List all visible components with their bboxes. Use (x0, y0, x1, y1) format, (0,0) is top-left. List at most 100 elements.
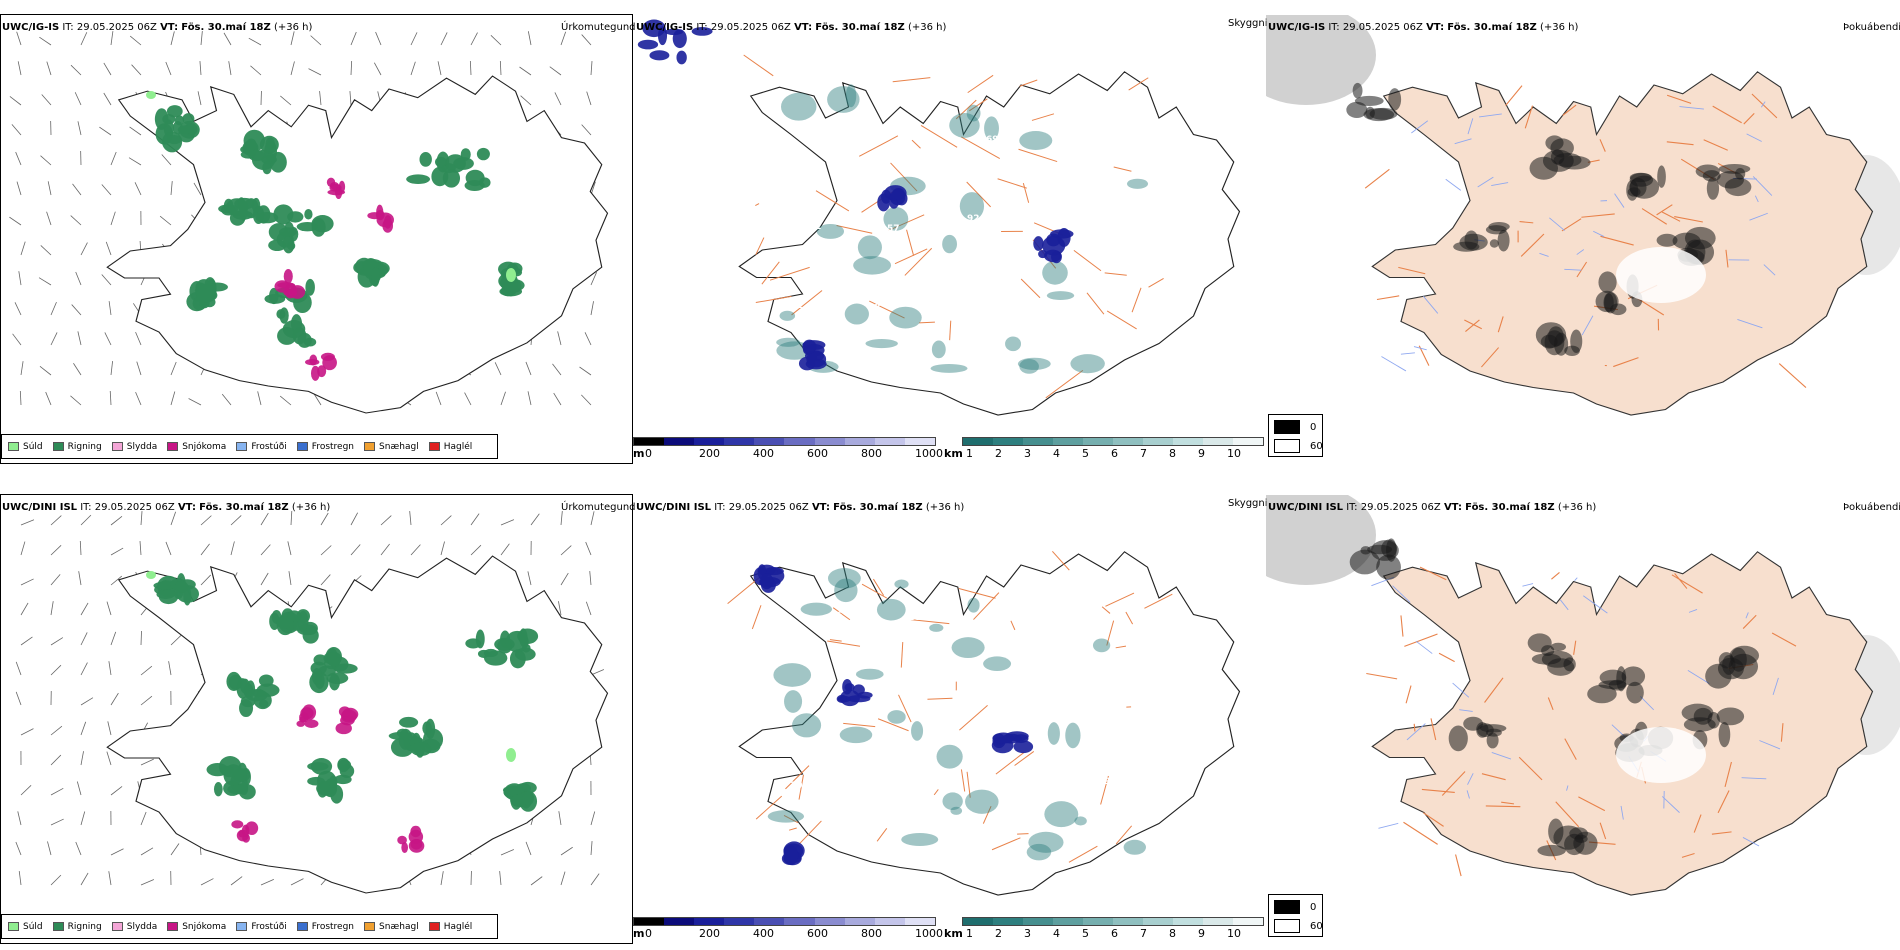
wind-barb (320, 512, 329, 526)
road (969, 98, 988, 112)
wind-barb (320, 574, 331, 586)
legend-item: Frostregn (296, 442, 354, 452)
low-visibility-area (865, 338, 898, 349)
fog-area (1729, 645, 1760, 666)
low-visibility-area (983, 656, 1012, 672)
colorbar-segment (1053, 438, 1083, 445)
fog-area (1346, 101, 1368, 118)
wind-barb (80, 751, 84, 766)
low-visibility-area (911, 721, 924, 741)
river (1392, 585, 1411, 603)
panel-title-visibility: Skyggni (1228, 498, 1268, 509)
ceiling-value-label: 53 (868, 783, 881, 793)
fog-area (1707, 712, 1720, 729)
wind-barb (200, 515, 212, 526)
it-value: 29.05.2025 06Z (94, 502, 175, 513)
rain-area (302, 627, 319, 644)
rain-area (251, 197, 261, 213)
road (906, 229, 915, 256)
road (888, 214, 925, 232)
road (755, 295, 792, 304)
wind-barb (140, 695, 153, 706)
wind-barb (199, 61, 202, 76)
fog-area (1657, 165, 1666, 188)
visibility-value-label: 2 (923, 298, 929, 308)
wind-barb (140, 665, 153, 676)
wind-barb (75, 841, 82, 856)
colorbar-tick-label: 8 (1169, 447, 1176, 460)
rain-area (240, 678, 251, 694)
low-visibility-area (965, 789, 999, 814)
wind-barb (50, 332, 58, 346)
wind-barb (9, 96, 22, 106)
wind-barb (79, 540, 82, 556)
road (1551, 572, 1560, 580)
river (1763, 264, 1776, 276)
legend-label: Slydda (126, 921, 158, 932)
legend-item: Haglél (428, 442, 472, 452)
rain-area (325, 646, 342, 667)
fog-area (1656, 233, 1678, 247)
wind-barb (70, 64, 82, 76)
river (1737, 319, 1763, 329)
wind-barb (558, 601, 562, 616)
wind-barb (72, 183, 82, 196)
colorbar-tick-label: 10 (1227, 927, 1241, 940)
road (743, 54, 774, 77)
wind-barb (554, 92, 562, 106)
fog-area (1388, 88, 1402, 111)
road (904, 247, 933, 276)
rain-area (276, 309, 286, 319)
fog-key-dark-label: 0 (1310, 421, 1317, 433)
wind-barb (15, 151, 22, 166)
fog-map-top (1266, 15, 1900, 435)
colorbar-tick-label: 0 (645, 927, 652, 940)
river (1566, 785, 1569, 791)
lead-time: (+36 h) (907, 22, 947, 33)
river (1576, 249, 1585, 255)
wind-barb (46, 61, 52, 76)
rain-area (465, 169, 485, 187)
legend-item: Súld (8, 922, 43, 932)
wind-barb (40, 155, 52, 166)
road (1501, 801, 1515, 805)
wind-barb (106, 751, 112, 766)
rain-area (313, 654, 327, 666)
wind-barb (494, 362, 502, 376)
wind-barb (525, 841, 532, 856)
wind-barb (500, 543, 510, 556)
colorbar-tick-label: 5 (1082, 927, 1089, 940)
snow-area (410, 839, 423, 850)
wind-barb (110, 516, 123, 526)
ceiling-value-label: 54 (908, 133, 921, 143)
legend-swatch (296, 922, 308, 931)
rain-area (182, 113, 195, 125)
low-visibility-area (876, 598, 906, 621)
road (961, 136, 1001, 159)
wind-barb (410, 544, 421, 556)
wind-barb (409, 511, 412, 526)
lead-time: (+36 h) (291, 502, 331, 513)
fog-area (1531, 653, 1562, 665)
road (920, 124, 958, 148)
wind-barb (18, 871, 22, 886)
rain-area (255, 212, 279, 224)
rain-area (258, 699, 269, 708)
wind-barb (17, 811, 22, 826)
road (1106, 620, 1115, 646)
ceiling-value-label: 61 (1005, 56, 1018, 66)
road (1742, 614, 1757, 629)
wind-barb (223, 32, 232, 46)
wind-barb (110, 786, 123, 796)
road (1661, 211, 1681, 222)
road (991, 837, 1021, 851)
road (829, 639, 842, 642)
vt-value: Fös. 30.maí 18Z (833, 502, 923, 513)
colorbar-segment (874, 918, 905, 925)
rain-area (305, 278, 315, 296)
river (1745, 612, 1749, 619)
fog-area (1369, 107, 1398, 120)
wind-barb (375, 31, 382, 46)
wind-barb (560, 511, 563, 526)
river (1477, 176, 1494, 188)
